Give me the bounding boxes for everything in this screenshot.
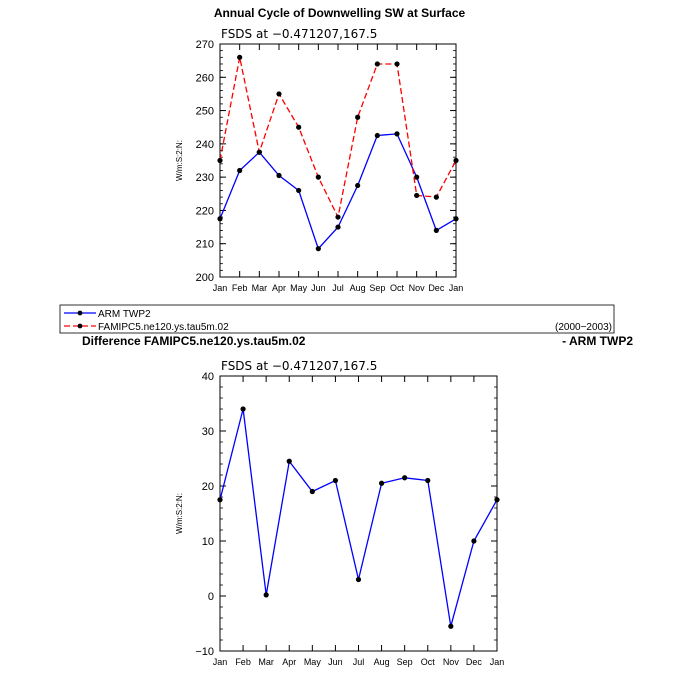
chart1-data-point (217, 216, 223, 222)
chart2-xtick-label: Feb (235, 657, 251, 667)
chart2-data-point (309, 488, 315, 495)
chart1-data-point (453, 216, 459, 222)
chart1-data-point (414, 192, 420, 199)
chart1-xtick-label: Jul (332, 283, 344, 293)
legend-marker (77, 323, 83, 329)
chart1-ytick-label: 200 (196, 272, 214, 284)
chart1-data-point (276, 91, 282, 97)
chart2-xtick-label: Aug (374, 657, 390, 667)
chart2-data-point (217, 497, 223, 503)
chart1-data-point (394, 131, 400, 137)
chart1-data-point (296, 124, 302, 130)
chart1-series-line-1 (219, 133, 457, 250)
chart1-data-point (355, 182, 361, 189)
chart2-xtick-label: May (304, 657, 322, 667)
chart2-data-point (286, 458, 292, 464)
chart1-data-point (394, 61, 400, 67)
chart1-data-point (414, 174, 420, 180)
chart2-ytick-label: 10 (202, 536, 214, 548)
legend-marker (77, 310, 83, 316)
chart2-title-left: Difference FAMIPC5.ne120.ys.tau5m.02 (82, 334, 306, 348)
chart2-xtick-label: Dec (466, 657, 483, 667)
chart1-xtick-label: May (290, 283, 308, 293)
chart2-data-point (402, 475, 408, 481)
chart1-xtick-label: Sep (369, 283, 385, 293)
chart2-subtitle: FSDS at −0.471207,167.5 (221, 359, 377, 373)
chart1-ytick-label: 210 (196, 239, 214, 251)
chart2-xtick-label: Jul (353, 657, 365, 667)
chart1-xtick-label: Apr (272, 283, 286, 293)
chart1-data-point (335, 214, 341, 220)
chart1-data-point (315, 174, 321, 180)
chart1-data-point (276, 172, 282, 179)
chart2-ytick-label: 40 (202, 371, 214, 383)
chart1-data-point (237, 54, 243, 60)
chart1-data-point (237, 167, 243, 174)
chart1-data-point (315, 246, 321, 252)
chart1-ytick-label: 260 (196, 72, 214, 84)
chart1-title: Annual Cycle of Downwelling SW at Surfac… (213, 6, 466, 20)
chart1-ytick-label: 240 (196, 139, 214, 151)
chart1-ytick-label: 250 (196, 106, 214, 118)
chart2-series-line-1 (219, 408, 498, 627)
chart2-xtick-label: Jan (213, 657, 228, 667)
chart2-ytick-label: −10 (195, 646, 214, 658)
chart1-data-point (256, 149, 262, 155)
chart1-data-point (217, 157, 223, 164)
legend-label: ARM TWP2 (98, 309, 151, 320)
chart1-series-line-2 (219, 57, 457, 220)
chart1-data-point (374, 61, 380, 67)
chart2-xtick-label: Oct (421, 657, 436, 667)
legend-box (59, 304, 615, 334)
chart2-ylabel: W/m:S:2:N: (175, 493, 184, 534)
chart1-subtitle: FSDS at −0.471207,167.5 (221, 27, 377, 41)
chart1-xtick-label: Nov (409, 283, 426, 293)
chart1-ytick-label: 270 (196, 39, 214, 51)
chart1-ylabel: W/m:S:2:N: (175, 140, 184, 181)
chart1-data-point (335, 224, 341, 230)
chart1-data-point (296, 187, 302, 194)
chart1-data-point (453, 157, 459, 164)
chart1-plot-frame (219, 43, 457, 278)
chart1-xtick-label: Oct (390, 283, 405, 293)
chart2-ytick-label: 0 (208, 591, 214, 603)
chart1-ytick-label: 220 (196, 205, 214, 217)
chart1-data-point (374, 132, 380, 139)
chart2-data-point (425, 477, 431, 484)
chart2-xtick-label: Mar (258, 657, 274, 667)
chart1-xtick-label: Dec (428, 283, 445, 293)
chart2-data-point (263, 592, 269, 598)
chart1-xtick-label: Aug (350, 283, 366, 293)
chart2-data-point (332, 477, 339, 484)
chart2-xtick-label: Jan (490, 657, 505, 667)
chart1-data-point (355, 114, 361, 120)
chart1-data-point (433, 194, 439, 200)
chart1-xtick-label: Jan (213, 283, 228, 293)
chart1-xtick-label: Jan (449, 283, 464, 293)
chart2-xtick-label: Jun (328, 657, 343, 667)
chart2-data-point (471, 538, 477, 544)
chart1-xtick-label: Jun (311, 283, 326, 293)
chart2-data-point (240, 406, 246, 412)
chart1-xtick-label: Mar (252, 283, 268, 293)
chart1-ytick-label: 230 (196, 172, 214, 184)
legend-label: FAMIPC5.ne120.ys.tau5m.02 (98, 322, 229, 333)
chart2-data-point (494, 497, 500, 503)
chart2-data-point (378, 480, 385, 486)
chart2-xtick-label: Apr (282, 657, 296, 667)
legend-period: (2000−2003) (555, 322, 612, 333)
chart2-data-point (355, 576, 362, 583)
chart2-title-right: - ARM TWP2 (562, 334, 633, 348)
chart1-xtick-label: Feb (232, 283, 248, 293)
chart1-data-point (433, 227, 439, 233)
chart2-ytick-label: 20 (202, 481, 214, 493)
chart2-ytick-label: 30 (202, 426, 214, 438)
chart2-data-point (448, 623, 454, 629)
chart2-xtick-label: Sep (397, 657, 413, 667)
chart2-xtick-label: Nov (443, 657, 460, 667)
